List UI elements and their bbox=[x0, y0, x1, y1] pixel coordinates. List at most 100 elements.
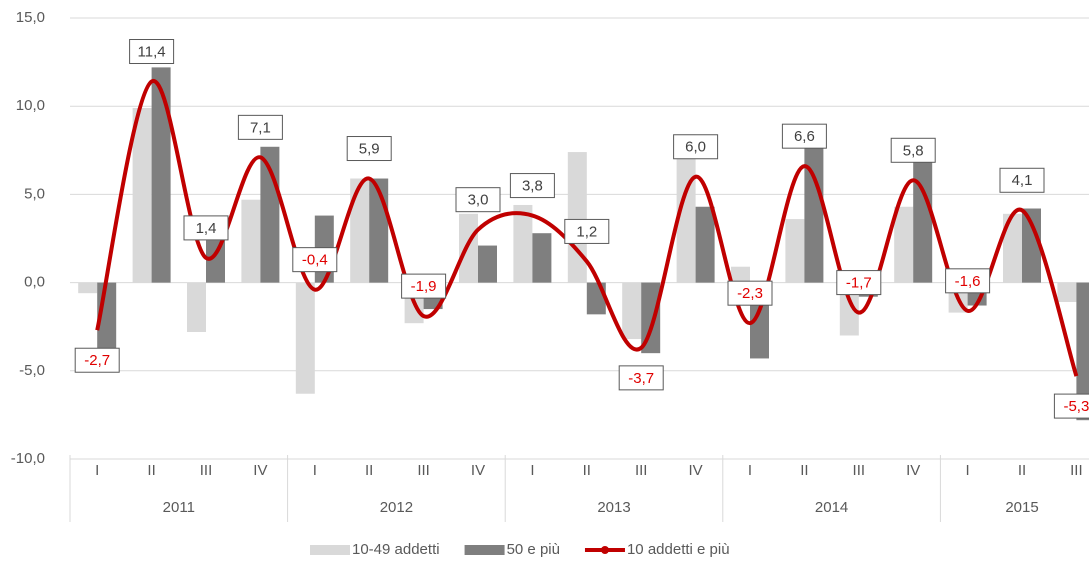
data-label: -3,7 bbox=[628, 370, 654, 387]
data-label: 1,2 bbox=[576, 223, 597, 240]
data-label-box bbox=[346, 136, 392, 162]
data-label-box bbox=[455, 187, 501, 213]
group-label: 2012 bbox=[380, 499, 413, 516]
bar bbox=[478, 245, 497, 283]
bar bbox=[804, 132, 824, 283]
bar bbox=[676, 134, 696, 283]
data-label-box bbox=[999, 167, 1045, 193]
group-label: 2015 bbox=[1005, 499, 1038, 516]
x-tick-label: IV bbox=[471, 462, 485, 479]
legend-label: 10 addetti e più bbox=[627, 541, 730, 558]
data-label-box bbox=[564, 218, 610, 244]
bar bbox=[241, 199, 261, 283]
bar bbox=[295, 282, 315, 394]
data-label: -1,9 bbox=[411, 278, 437, 295]
x-tick-label: I bbox=[748, 462, 752, 479]
bar bbox=[622, 282, 642, 340]
bar bbox=[206, 240, 225, 283]
data-label: 11,4 bbox=[138, 43, 166, 60]
x-tick-label: I bbox=[966, 462, 970, 479]
x-tick-label: I bbox=[95, 462, 99, 479]
x-tick-label: III bbox=[417, 462, 430, 479]
data-label: -2,3 bbox=[737, 285, 763, 302]
bar bbox=[695, 206, 715, 283]
data-label: 5,8 bbox=[903, 142, 924, 159]
x-tick-label: II bbox=[583, 462, 591, 479]
bar bbox=[913, 155, 933, 283]
y-tick-label: -5,0 bbox=[19, 362, 45, 379]
bar bbox=[567, 152, 587, 283]
x-tick-label: IV bbox=[253, 462, 267, 479]
x-tick-label: III bbox=[200, 462, 213, 479]
x-tick-label: II bbox=[1018, 462, 1026, 479]
group-label: 2011 bbox=[163, 499, 195, 516]
data-label-box bbox=[673, 134, 719, 160]
data-label-box bbox=[401, 273, 447, 299]
data-label: 7,1 bbox=[250, 119, 271, 136]
y-tick-label: -10,0 bbox=[11, 450, 45, 467]
x-tick-label: II bbox=[365, 462, 373, 479]
y-tick-label: 10,0 bbox=[16, 97, 45, 114]
data-label: -0,4 bbox=[302, 252, 328, 269]
data-label: -5,3 bbox=[1063, 398, 1089, 415]
data-label: 1,4 bbox=[196, 220, 217, 237]
data-label: 3,0 bbox=[468, 192, 489, 209]
legend-marker bbox=[600, 546, 609, 554]
x-tick-label: III bbox=[1070, 462, 1083, 479]
bar bbox=[459, 213, 478, 283]
bar bbox=[785, 219, 805, 283]
bar bbox=[894, 206, 914, 283]
y-tick-label: 5,0 bbox=[24, 185, 45, 202]
bar bbox=[641, 282, 661, 354]
bar bbox=[532, 233, 552, 283]
bar bbox=[132, 107, 152, 283]
bar bbox=[1076, 282, 1089, 421]
data-label: -1,6 bbox=[955, 273, 981, 290]
data-label-box bbox=[237, 114, 283, 140]
bar bbox=[78, 282, 98, 294]
bar bbox=[1003, 213, 1022, 283]
data-label: 4,1 bbox=[1012, 172, 1033, 189]
x-tick-label: IV bbox=[906, 462, 920, 479]
group-label: 2014 bbox=[815, 499, 848, 516]
data-label-box bbox=[727, 280, 773, 306]
data-label-box bbox=[183, 215, 229, 241]
x-tick-label: III bbox=[635, 462, 648, 479]
legend-swatch bbox=[310, 545, 350, 555]
data-label: -1,7 bbox=[846, 275, 872, 292]
y-tick-label: 0,0 bbox=[24, 274, 45, 291]
data-label-box bbox=[129, 39, 175, 65]
data-label: -2,7 bbox=[84, 352, 110, 369]
data-label-box bbox=[1053, 393, 1089, 419]
legend-label: 50 e più bbox=[507, 541, 560, 558]
x-tick-label: II bbox=[800, 462, 808, 479]
bar bbox=[187, 282, 206, 332]
data-label-box bbox=[509, 173, 555, 199]
bar bbox=[350, 178, 370, 283]
data-label-box bbox=[292, 247, 338, 273]
group-label: 2013 bbox=[597, 499, 630, 516]
data-label-box bbox=[74, 347, 120, 373]
bar bbox=[839, 282, 859, 336]
x-tick-label: III bbox=[853, 462, 866, 479]
bar bbox=[1022, 208, 1041, 283]
x-tick-label: I bbox=[530, 462, 534, 479]
data-label: 5,9 bbox=[359, 140, 380, 157]
legend-swatch bbox=[464, 545, 505, 555]
data-label-box bbox=[781, 123, 827, 149]
y-tick-label: 15,0 bbox=[16, 9, 45, 26]
data-label: 6,0 bbox=[685, 139, 706, 156]
data-label-box bbox=[945, 268, 991, 294]
bar bbox=[513, 204, 533, 283]
data-label: 3,8 bbox=[522, 178, 543, 195]
bar bbox=[151, 67, 171, 283]
data-label-box bbox=[836, 270, 882, 296]
x-tick-label: II bbox=[147, 462, 155, 479]
bar bbox=[1057, 282, 1077, 303]
line bbox=[95, 79, 1079, 377]
data-label-box bbox=[890, 137, 936, 163]
data-label-box bbox=[618, 365, 664, 391]
x-tick-label: IV bbox=[689, 462, 703, 479]
legend-label: 10-49 addetti bbox=[352, 541, 440, 558]
